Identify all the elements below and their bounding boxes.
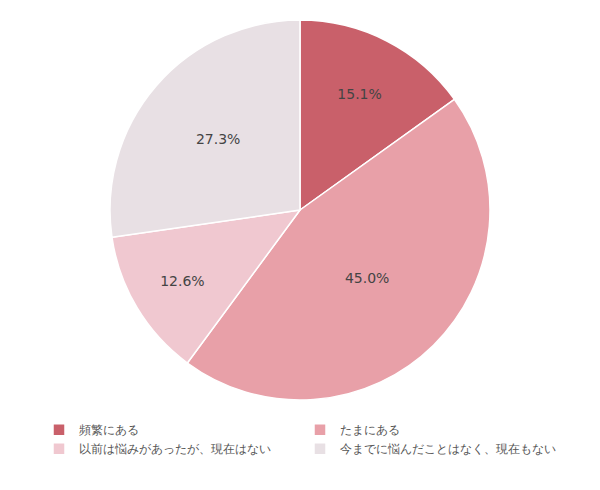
svg-text:頻繁にある: 頻繁にある (79, 423, 139, 437)
svg-text:以前は悩みがあったが、現在はない: 以前は悩みがあったが、現在はない (79, 442, 271, 456)
svg-text:たまにある: たまにある (340, 423, 400, 437)
svg-text:今までに悩んだことはなく、現在もない: 今までに悩んだことはなく、現在もない (340, 442, 556, 456)
svg-text:45.0%: 45.0% (345, 270, 389, 286)
svg-text:15.1%: 15.1% (337, 86, 381, 102)
svg-text:27.3%: 27.3% (196, 131, 240, 147)
svg-text:12.6%: 12.6% (160, 273, 204, 289)
